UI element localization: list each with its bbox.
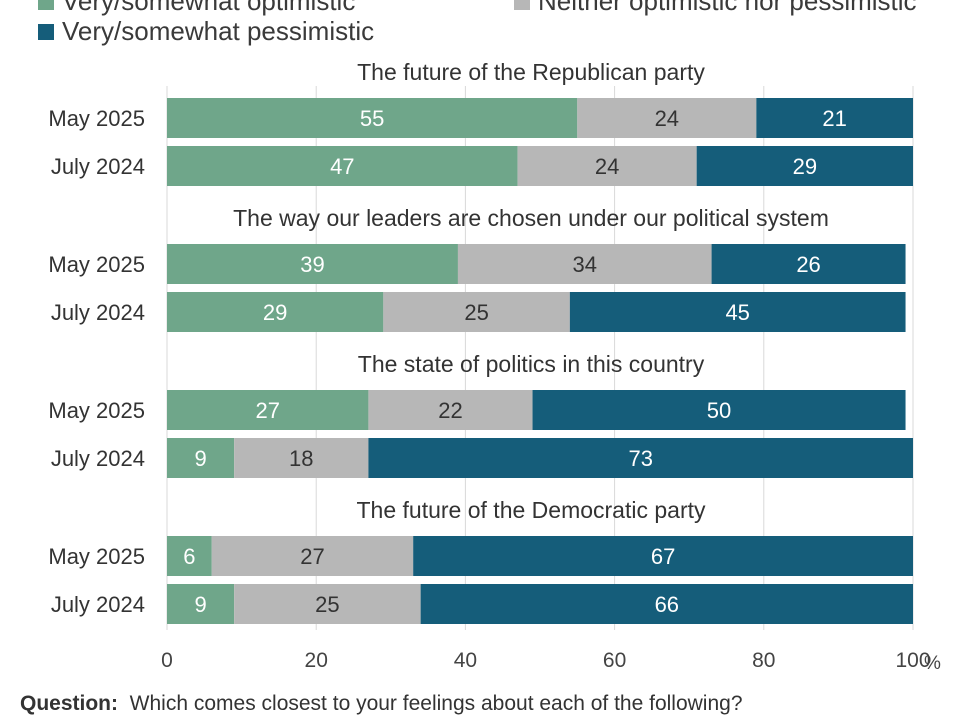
data-label: 9	[194, 446, 206, 471]
data-label: 29	[793, 154, 817, 179]
row-label: July 2024	[51, 592, 145, 617]
data-label: 25	[315, 592, 339, 617]
data-label: 67	[651, 544, 675, 569]
group-title: The way our leaders are chosen under our…	[233, 205, 829, 231]
bar-segment	[167, 292, 384, 332]
bar-segment	[211, 536, 414, 576]
x-tick-label: 100	[895, 649, 930, 672]
bar-segment	[577, 98, 757, 138]
data-label: 24	[595, 154, 619, 179]
bar-segment	[234, 584, 421, 624]
bar-segment	[167, 98, 578, 138]
legend-swatch-neither	[514, 0, 530, 10]
x-tick-label: 80	[752, 649, 775, 672]
question-label: Question:	[20, 692, 118, 715]
row-label: July 2024	[51, 154, 145, 179]
bar-segment	[696, 146, 913, 186]
data-label: 29	[263, 300, 287, 325]
data-label: 27	[255, 398, 279, 423]
legend: Very/somewhat optimistic Neither optimis…	[0, 0, 980, 48]
bar-segment	[167, 536, 212, 576]
legend-item-pessimistic: Very/somewhat pessimistic	[38, 16, 374, 47]
group-title: The future of the Democratic party	[357, 497, 706, 523]
legend-label-neither: Neither optimistic nor pessimistic	[538, 0, 917, 16]
bar-segment	[234, 438, 369, 478]
bar-segment	[383, 292, 570, 332]
row-label: May 2025	[48, 398, 145, 423]
data-label: 26	[796, 252, 820, 277]
data-label: 9	[194, 592, 206, 617]
x-tick-label: 0	[161, 649, 173, 672]
x-unit-label: %	[924, 653, 941, 674]
bar-segment	[756, 98, 913, 138]
row-label: July 2024	[51, 446, 145, 471]
bar-segment	[167, 244, 458, 284]
legend-label-pessimistic: Very/somewhat pessimistic	[62, 16, 375, 46]
bar-segment	[167, 584, 235, 624]
data-label: 6	[183, 544, 195, 569]
bar-segment	[167, 146, 518, 186]
row-label: May 2025	[48, 544, 145, 569]
x-tick-label: 60	[603, 649, 626, 672]
x-tick-label: 20	[305, 649, 328, 672]
bar-segment	[167, 438, 235, 478]
data-label: 39	[300, 252, 324, 277]
stacked-bar-chart: 0 20 40 60 80 100% The future of the Republica…	[48, 59, 941, 674]
legend-label-optimistic: Very/somewhat optimistic	[62, 0, 356, 16]
legend-swatch-pessimistic	[38, 23, 54, 40]
bar-segment	[420, 584, 913, 624]
bar-segment	[532, 390, 906, 430]
data-label: 18	[289, 446, 313, 471]
bar-segment	[167, 390, 369, 430]
row-label: July 2024	[51, 300, 145, 325]
bar-segment	[368, 438, 913, 478]
bar-segment	[413, 536, 913, 576]
row-label: May 2025	[48, 106, 145, 131]
question-footer: Question: Which comes closest to your fe…	[20, 692, 743, 716]
legend-item-optimistic: Very/somewhat optimistic	[38, 0, 355, 17]
data-label: 27	[300, 544, 324, 569]
data-label: 21	[822, 106, 846, 131]
bar-segment	[569, 292, 906, 332]
data-label: 47	[330, 154, 354, 179]
x-tick-label: 40	[454, 649, 477, 672]
bar-segment	[711, 244, 906, 284]
data-label: 50	[707, 398, 731, 423]
bar-segment	[368, 390, 533, 430]
data-label: 25	[464, 300, 488, 325]
bar-segment	[457, 244, 712, 284]
question-text: Which comes closest to your feelings abo…	[129, 692, 743, 715]
data-label: 66	[655, 592, 679, 617]
data-label: 34	[573, 252, 597, 277]
legend-item-neither: Neither optimistic nor pessimistic	[514, 0, 917, 17]
data-label: 73	[628, 446, 652, 471]
group-title: The state of politics in this country	[358, 351, 705, 377]
data-label: 22	[438, 398, 462, 423]
legend-swatch-optimistic	[38, 0, 54, 10]
data-label: 55	[360, 106, 384, 131]
data-label: 45	[725, 300, 749, 325]
bar-segment	[517, 146, 697, 186]
group-title: The future of the Republican party	[357, 59, 705, 85]
data-label: 24	[655, 106, 679, 131]
row-label: May 2025	[48, 252, 145, 277]
